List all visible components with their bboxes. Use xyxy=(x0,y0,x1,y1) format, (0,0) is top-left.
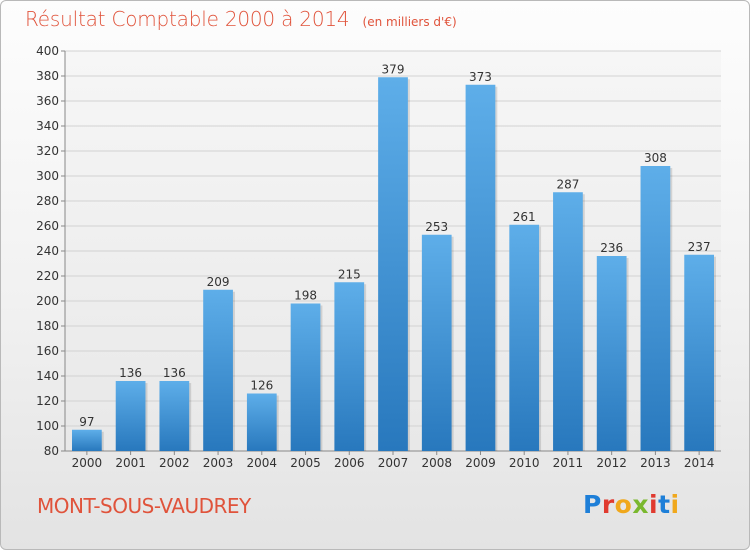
y-tick-label: 220 xyxy=(36,269,59,283)
bar-value-label: 237 xyxy=(688,240,711,254)
logo-letter: r xyxy=(601,490,615,519)
bar xyxy=(640,166,671,451)
x-tick-label: 2005 xyxy=(290,456,321,470)
bar xyxy=(115,381,146,451)
y-tick-label: 80 xyxy=(44,444,59,458)
x-tick-label: 2002 xyxy=(159,456,190,470)
x-tick-label: 2011 xyxy=(553,456,584,470)
y-tick-label: 200 xyxy=(36,294,59,308)
x-tick-label: 2008 xyxy=(421,456,452,470)
y-tick-label: 340 xyxy=(36,119,59,133)
bar xyxy=(684,254,715,451)
x-tick-label: 2014 xyxy=(684,456,715,470)
y-tick-label: 360 xyxy=(36,94,59,108)
logo-letter: o xyxy=(614,490,633,519)
x-tick-label: 2000 xyxy=(72,456,103,470)
y-tick-label: 120 xyxy=(36,394,59,408)
bar-value-label: 126 xyxy=(250,379,273,393)
bar-value-label: 198 xyxy=(294,289,317,303)
x-tick-label: 2012 xyxy=(596,456,627,470)
bar-value-label: 253 xyxy=(425,220,448,234)
bar-value-label: 136 xyxy=(119,366,142,380)
bar-value-label: 379 xyxy=(382,62,405,76)
logo-letter: i xyxy=(670,490,680,519)
y-tick-label: 300 xyxy=(36,169,59,183)
bar xyxy=(378,77,408,451)
bar xyxy=(203,289,233,451)
commune-name: MONT-SOUS-VAUDREY xyxy=(37,494,251,518)
logo-letter: x xyxy=(632,490,649,519)
bar xyxy=(246,393,277,451)
y-tick-label: 240 xyxy=(36,244,59,258)
bar xyxy=(553,192,583,451)
bar xyxy=(334,282,365,451)
proxiti-logo: Proxiti xyxy=(583,490,680,519)
bar xyxy=(421,234,452,451)
x-tick-label: 2007 xyxy=(378,456,409,470)
logo-letter: P xyxy=(583,490,602,519)
bar xyxy=(71,429,102,451)
title-row: Résultat Comptable 2000 à 2014 (en milli… xyxy=(25,7,457,31)
bar-value-label: 308 xyxy=(644,151,667,165)
logo-letter: t xyxy=(658,490,671,519)
x-tick-label: 2010 xyxy=(509,456,540,470)
x-tick-label: 2006 xyxy=(334,456,365,470)
bar-value-label: 373 xyxy=(469,70,492,84)
bar-value-label: 236 xyxy=(600,241,623,255)
bar xyxy=(159,381,190,451)
y-tick-label: 400 xyxy=(36,44,59,58)
chart-title: Résultat Comptable 2000 à 2014 xyxy=(25,7,350,31)
bar xyxy=(290,303,321,451)
x-tick-label: 2013 xyxy=(640,456,671,470)
logo-letter: i xyxy=(649,490,659,519)
bar-value-label: 287 xyxy=(556,177,579,191)
y-tick-label: 280 xyxy=(36,194,59,208)
x-tick-label: 2001 xyxy=(115,456,146,470)
chart-subtitle: (en milliers d'€) xyxy=(362,15,457,29)
y-tick-label: 100 xyxy=(36,419,59,433)
bar xyxy=(509,224,540,451)
bar-value-label: 261 xyxy=(513,210,536,224)
y-tick-label: 380 xyxy=(36,69,59,83)
bar-value-label: 209 xyxy=(207,275,230,289)
bar-value-label: 215 xyxy=(338,267,361,281)
bar xyxy=(465,84,496,451)
y-tick-label: 260 xyxy=(36,219,59,233)
y-tick-label: 180 xyxy=(36,319,59,333)
bar-value-label: 97 xyxy=(79,415,94,429)
y-tick-label: 160 xyxy=(36,344,59,358)
x-tick-label: 2004 xyxy=(247,456,278,470)
bar-value-label: 136 xyxy=(163,366,186,380)
y-tick-label: 140 xyxy=(36,369,59,383)
y-tick-label: 320 xyxy=(36,144,59,158)
x-tick-label: 2009 xyxy=(465,456,496,470)
bar xyxy=(596,256,627,451)
x-tick-label: 2003 xyxy=(203,456,234,470)
